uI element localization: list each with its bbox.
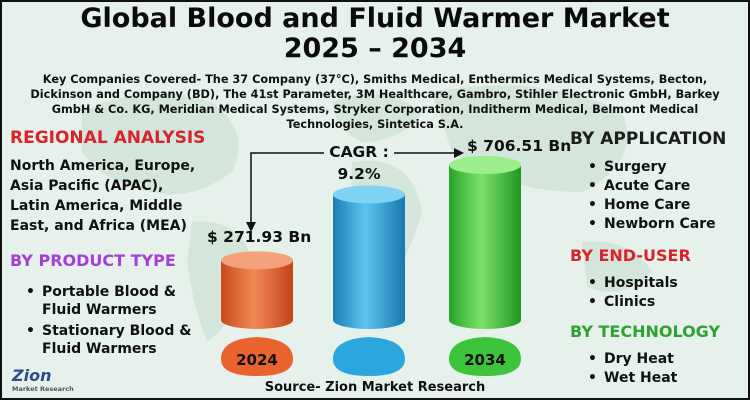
key-companies-text: Key Companies Covered- The 37 Company (3… — [30, 73, 720, 131]
x-tick-label: 2034 — [464, 351, 506, 369]
bar-cylinder-2034 — [449, 165, 521, 329]
cagr-arrow-head-right — [454, 148, 464, 158]
cagr-value: 9.2% — [337, 165, 381, 183]
end-user-heading: BY END-USER — [570, 246, 691, 265]
value-label-2034: $ 706.51 Bn — [467, 137, 572, 155]
list-item: Acute Care — [588, 177, 738, 196]
year-pill — [449, 337, 521, 376]
title-line-1: Global Blood and Fluid Warmer Market — [80, 3, 670, 34]
bar-cylinder-top — [221, 251, 293, 270]
list-item: Surgery — [588, 158, 738, 177]
year-pills: 2024 2034 — [221, 337, 521, 376]
bar-cylinder-top — [333, 185, 405, 204]
list-item: Wet Heat — [588, 369, 738, 388]
list-item: Dry Heat — [588, 350, 738, 369]
product-type-heading: BY PRODUCT TYPE — [10, 251, 176, 270]
bar-cylinder-middle — [333, 194, 405, 329]
product-type-list: Portable Blood & Fluid Warmers Stationar… — [26, 283, 196, 358]
zion-logo: Zion — [12, 366, 52, 385]
chart-bars — [221, 156, 521, 329]
regional-analysis-text: North America, Europe, Asia Pacific (APA… — [10, 158, 196, 234]
bar-cylinder-top — [449, 156, 521, 174]
list-item: Newborn Care — [588, 215, 738, 234]
page-title: Global Blood and Fluid Warmer Market 202… — [2, 4, 748, 64]
regional-analysis-heading: REGIONAL ANALYSIS — [10, 128, 206, 148]
source-note: Source- Zion Market Research — [264, 380, 486, 395]
year-pill — [221, 337, 293, 376]
year-pill — [333, 337, 405, 376]
list-item: Hospitals — [588, 274, 738, 293]
cagr-arrow-head-down — [246, 222, 256, 232]
list-item: Portable Blood & Fluid Warmers — [26, 283, 196, 319]
x-tick-label: 2024 — [236, 351, 278, 369]
list-item: Home Care — [588, 196, 738, 215]
zion-logo-subtitle: Market Research — [12, 385, 74, 393]
title-line-2: 2025 – 2034 — [283, 33, 467, 64]
technology-list: Dry Heat Wet Heat — [588, 350, 738, 388]
list-item: Clinics — [588, 293, 738, 312]
cagr-title: CAGR : — [329, 143, 389, 161]
technology-heading: BY TECHNOLOGY — [570, 322, 721, 341]
end-user-list: Hospitals Clinics — [588, 274, 738, 312]
bar-cylinder-2024 — [221, 260, 293, 329]
value-label-2024: $ 271.93 Bn — [207, 228, 312, 246]
application-list: Surgery Acute Care Home Care Newborn Car… — [588, 158, 738, 234]
cagr-label: CAGR : 9.2% — [324, 141, 394, 185]
cagr-arrow-left — [250, 152, 324, 228]
list-item: Stationary Blood & Fluid Warmers — [26, 322, 196, 358]
application-heading: BY APPLICATION — [570, 129, 727, 149]
